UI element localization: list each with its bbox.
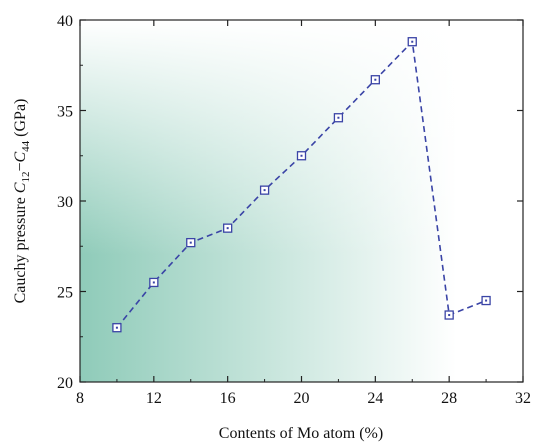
data-point <box>444 310 454 320</box>
data-point <box>407 37 417 47</box>
y-tick-label: 25 <box>57 285 73 302</box>
data-point <box>112 323 122 333</box>
data-point <box>259 185 270 195</box>
y-tick-label: 20 <box>57 375 73 392</box>
y-axis-title-c12-var: C <box>12 182 29 193</box>
x-tick-label: 32 <box>515 390 531 407</box>
data-point <box>370 75 380 85</box>
data-point-center <box>485 299 488 302</box>
y-axis-title-dash: − <box>12 163 29 172</box>
y-axis-title-c44-var: C <box>12 152 29 163</box>
data-point-center <box>300 154 303 157</box>
plot-frame <box>79 19 524 383</box>
data-point <box>333 113 344 123</box>
data-point <box>223 223 233 233</box>
x-tick-label: 28 <box>441 390 457 407</box>
y-tick-label: 30 <box>57 194 73 211</box>
x-axis-title: Contents of Mo atom (%) <box>219 425 383 442</box>
data-point-center <box>337 116 340 119</box>
data-point-center <box>411 40 414 43</box>
data-point-center <box>263 189 266 192</box>
x-tick-label: 24 <box>367 390 383 407</box>
y-tick-label: 40 <box>57 13 73 30</box>
data-point-center <box>374 78 377 81</box>
y-axis-title: Cauchy pressure C12−C44 (GPa) <box>12 99 32 304</box>
plot-background-fade <box>80 20 523 382</box>
data-point <box>481 295 491 306</box>
data-point-center <box>448 314 451 317</box>
data-point-center <box>115 326 118 329</box>
x-tick-label: 12 <box>146 390 162 407</box>
data-point-center <box>152 281 155 284</box>
data-point-center <box>226 227 229 230</box>
y-axis-title-prefix: Cauchy pressure <box>12 193 29 303</box>
data-point <box>186 237 196 248</box>
x-tick-label: 8 <box>76 390 84 407</box>
data-point <box>149 277 159 288</box>
y-axis-title-c12-sub: 12 <box>20 172 32 183</box>
axes: 8 12 16 20 24 28 32 20 25 30 35 40 <box>57 13 531 407</box>
y-axis-title-suffix: (GPa) <box>12 99 29 141</box>
x-tick-label: 20 <box>294 390 310 407</box>
y-axis-title-c44-sub: 44 <box>20 140 32 152</box>
data-point-center <box>189 241 192 244</box>
data-point <box>296 151 307 161</box>
x-tick-label: 16 <box>220 390 236 407</box>
plot-area <box>80 20 523 382</box>
y-tick-label: 35 <box>57 104 73 121</box>
series-layer <box>112 37 491 333</box>
